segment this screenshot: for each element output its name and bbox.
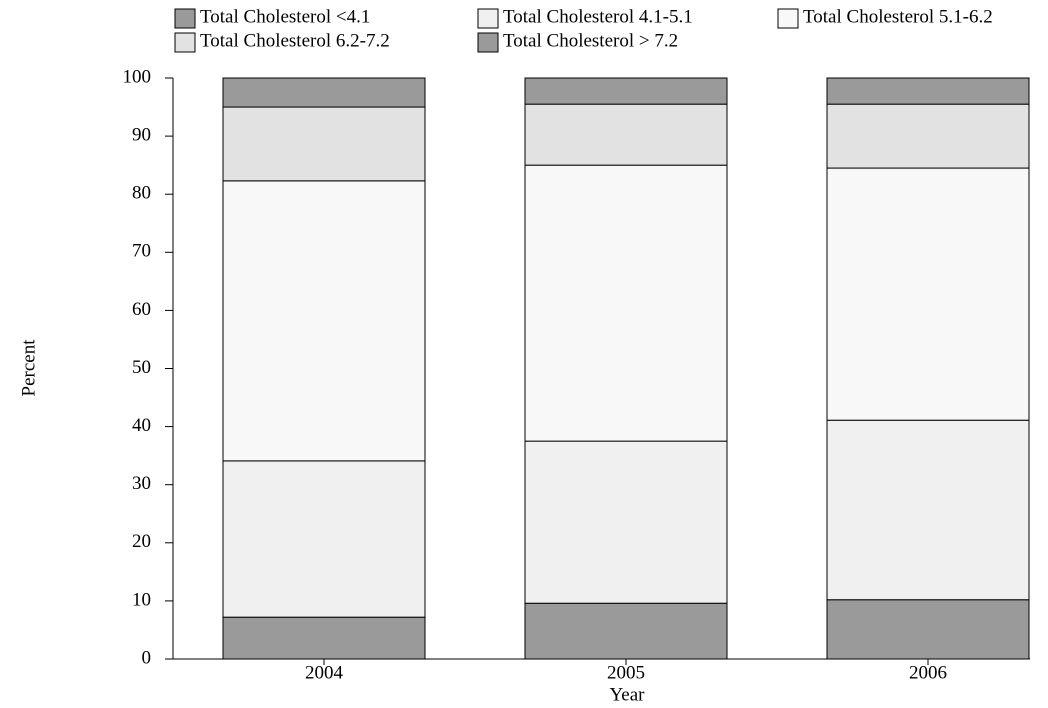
x-tick-label: 2005 [607,662,645,683]
bar-segment [826,103,1030,169]
legend-swatch [174,32,196,53]
bar-segment [222,180,426,462]
bar-segment [524,602,728,660]
bar-segment [524,164,728,442]
legend-swatch [777,8,799,29]
y-tick-label: 30 [132,473,151,494]
x-axis-label: Year [609,684,645,705]
x-tick-label: 2006 [909,662,947,683]
x-tick-label: 2004 [305,662,344,683]
bar-segment [222,460,426,618]
legend-label: Total Cholesterol > 7.2 [503,30,678,51]
legend-swatch [477,8,499,29]
y-tick-label: 40 [132,415,151,436]
legend-label: Total Cholesterol 5.1-6.2 [803,6,993,27]
bar-segment [826,419,1030,601]
y-tick-label: 80 [132,183,151,204]
y-tick-label: 70 [132,241,151,262]
bar-segment [222,106,426,182]
bar-segment [524,77,728,105]
bar-segment [826,77,1030,105]
y-tick-label: 90 [132,124,151,145]
y-tick-label: 10 [132,589,151,610]
y-axis-label: Percent [18,339,39,397]
bar-segment [222,77,426,108]
y-tick-label: 0 [142,647,152,668]
y-tick-label: 20 [132,531,151,552]
legend-label: Total Cholesterol 4.1-5.1 [503,6,693,27]
legend-swatch [174,8,196,29]
bar-segment [524,103,728,166]
y-tick-label: 100 [123,66,152,87]
bar-segment [222,616,426,660]
bar-segment [826,599,1030,660]
y-tick-label: 50 [132,357,151,378]
bar-segment [826,167,1030,421]
bar-segment [524,440,728,604]
y-tick-label: 60 [132,299,151,320]
legend-label: Total Cholesterol 6.2-7.2 [200,30,390,51]
legend-swatch [477,32,499,53]
legend-label: Total Cholesterol <4.1 [200,6,370,27]
